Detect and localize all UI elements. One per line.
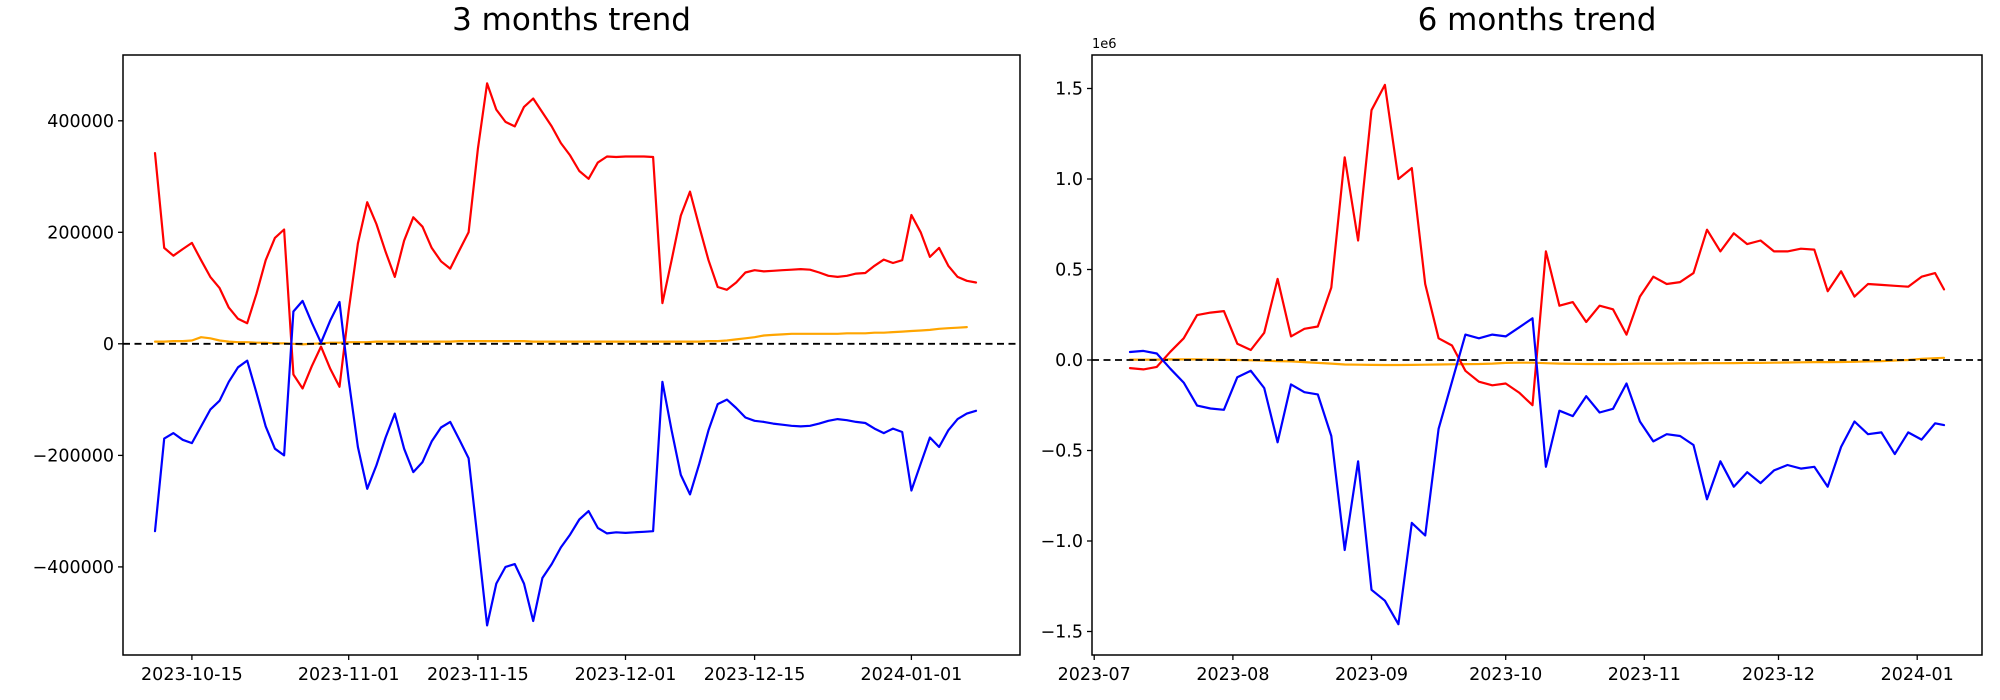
y-tick-label: 1.0 bbox=[1055, 170, 1083, 190]
x-tick-label: 2024-01 bbox=[1881, 665, 1954, 685]
y-tick-label: 0 bbox=[103, 335, 114, 355]
y-tick-label: −200000 bbox=[33, 446, 114, 466]
x-tick-label: 2023-12-15 bbox=[704, 665, 806, 685]
x-tick-label: 2023-10-15 bbox=[141, 665, 243, 685]
y-tick-label: 0.0 bbox=[1055, 351, 1083, 371]
x-tick-label: 2023-12-01 bbox=[575, 665, 677, 685]
y-tick-label: 0.5 bbox=[1055, 261, 1083, 281]
chart-title-3-months: 3 months trend bbox=[452, 2, 691, 38]
x-tick-label: 2023-08 bbox=[1196, 665, 1269, 685]
y-tick-label: −0.5 bbox=[1041, 442, 1084, 462]
x-tick-label: 2023-11 bbox=[1608, 665, 1681, 685]
y-tick-label: 1.5 bbox=[1055, 80, 1083, 100]
y-tick-label: −1.5 bbox=[1041, 623, 1084, 643]
y-tick-label: 400000 bbox=[47, 112, 114, 132]
red-series-line bbox=[1128, 83, 1946, 407]
y-tick-label: −400000 bbox=[33, 558, 114, 578]
plot-frame bbox=[1091, 54, 1983, 656]
x-tick-label: 2023-10 bbox=[1469, 665, 1542, 685]
chart-title-6-months: 6 months trend bbox=[1417, 2, 1657, 38]
y-axis-offset-label: 1e6 bbox=[1092, 37, 1117, 52]
orange-series-line bbox=[153, 326, 968, 346]
x-tick-label: 2023-07 bbox=[1058, 665, 1131, 685]
x-tick-label: 2024-01-01 bbox=[861, 665, 963, 685]
y-tick-label: −1.0 bbox=[1041, 532, 1084, 552]
x-tick-label: 2023-11-01 bbox=[298, 665, 400, 685]
blue-series-line bbox=[153, 299, 978, 627]
x-tick-label: 2023-12 bbox=[1742, 665, 1815, 685]
y-tick-label: 200000 bbox=[47, 223, 114, 243]
blue-series-line bbox=[1128, 317, 1946, 626]
plot-frame bbox=[122, 54, 1021, 656]
x-tick-label: 2023-11-15 bbox=[427, 665, 529, 685]
x-tick-label: 2023-09 bbox=[1335, 665, 1408, 685]
